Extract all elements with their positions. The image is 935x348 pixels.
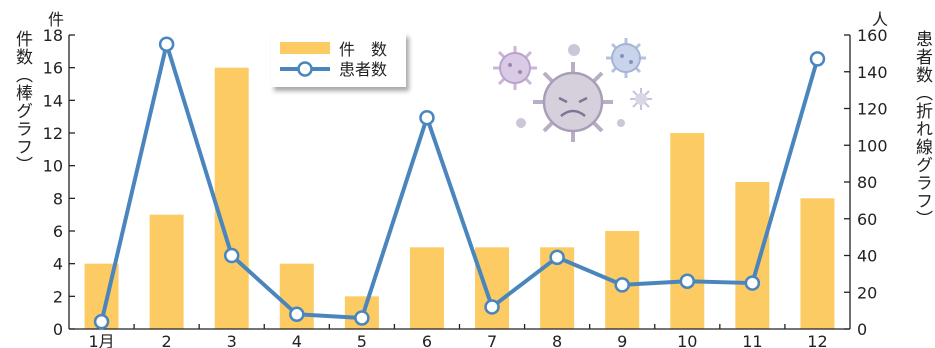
left-tick-label: 0 (53, 320, 63, 339)
patients-line (99, 42, 820, 323)
bar (149, 214, 184, 329)
left-axis-unit: 件 (48, 10, 65, 29)
right-axis-title: 患者数（折れ線グラフ） (912, 30, 932, 228)
bar (735, 182, 770, 329)
line-point (679, 273, 696, 289)
right-tick-label: 60 (857, 210, 877, 229)
right-tick-label: 0 (857, 320, 867, 339)
line-point (223, 247, 240, 264)
left-axis-title: 件数（棒グラフ） (12, 30, 32, 174)
virus-dot (516, 118, 526, 128)
legend-line-marker (297, 61, 313, 77)
x-tick-label: 11 (742, 332, 762, 348)
right-axis-unit: 人 (872, 10, 889, 29)
line-point (744, 275, 761, 291)
left-tick-label: 18 (43, 26, 63, 45)
virus-illustration (493, 38, 652, 142)
legend-bar-swatch (280, 42, 330, 54)
bar (800, 198, 835, 329)
virus-dot (617, 119, 625, 127)
left-tick-label: 6 (53, 222, 63, 241)
x-tick-label: 10 (677, 332, 697, 348)
bar (214, 67, 249, 330)
line-point (809, 51, 826, 67)
bar (409, 247, 444, 329)
right-tick-label: 120 (857, 100, 888, 119)
left-tick-label: 8 (53, 189, 63, 208)
virus-small-blue-icon (606, 38, 646, 78)
virus-tiny-icon (630, 88, 652, 110)
legend-label-bars: 件 数 (339, 40, 387, 59)
right-tick-label: 40 (857, 247, 877, 266)
left-tick-label: 4 (53, 255, 63, 274)
x-tick-label: 6 (422, 332, 432, 348)
line-point (289, 306, 305, 323)
left-tick-label: 10 (43, 157, 63, 176)
x-tick-label: 2 (162, 332, 172, 348)
right-tick-label: 160 (857, 26, 888, 45)
x-tick-label: 9 (617, 332, 627, 348)
right-tick-label: 140 (857, 63, 888, 82)
x-tick-label: 8 (552, 332, 562, 348)
virus-large-face-icon (533, 62, 613, 142)
right-tick-label: 80 (857, 173, 877, 192)
line-point (614, 277, 630, 293)
bar (475, 247, 510, 329)
line-point (549, 249, 565, 266)
left-tick-label: 12 (43, 124, 63, 143)
line-point (484, 299, 500, 315)
bar (670, 133, 705, 329)
x-tick-label: 1月 (88, 332, 114, 348)
x-tick-label: 12 (807, 332, 827, 348)
x-tick-label: 4 (292, 332, 302, 348)
left-tick-label: 2 (53, 287, 63, 306)
x-tick-label: 5 (357, 332, 367, 348)
line-point (419, 109, 435, 126)
right-tick-label: 20 (857, 283, 877, 302)
left-tick-label: 14 (43, 91, 63, 110)
right-tick-label: 100 (857, 136, 888, 155)
line-point (354, 310, 370, 326)
left-tick-label: 16 (43, 59, 63, 78)
legend-label-line: 患者数 (339, 60, 387, 79)
line-point (158, 36, 175, 52)
virus-small-purple-icon (493, 46, 537, 90)
virus-dot (568, 44, 580, 56)
line-point (93, 313, 110, 330)
x-tick-label: 7 (487, 332, 497, 348)
x-tick-label: 3 (227, 332, 237, 348)
